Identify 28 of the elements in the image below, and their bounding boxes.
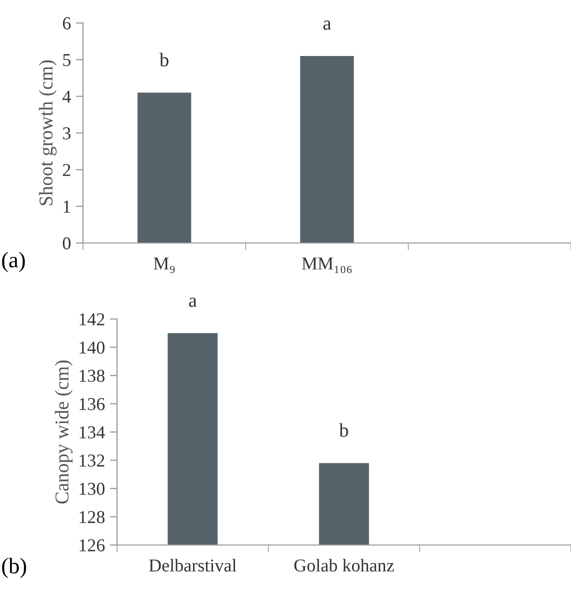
y-tick-label: 1 [64, 200, 70, 213]
y-tick-label: 4 [62, 90, 71, 103]
y-tick-label: 132 [80, 454, 104, 467]
y-tick-label: 136 [80, 398, 105, 410]
text: (b) [2, 558, 26, 578]
y-tick-label: 142 [80, 313, 104, 326]
x-tick-label: M₉ [154, 258, 175, 274]
y-tick-label: 5 [63, 54, 70, 66]
y-axis-title: Canopy wide (cm) [54, 360, 73, 504]
x-tick-label: Delbarstival [149, 558, 236, 572]
y-tick-label: 6 [62, 17, 71, 30]
y-tick-label: 2 [62, 164, 70, 176]
x-tick-label: MM₁₀₆ [302, 258, 352, 274]
y-tick-label: 138 [80, 370, 105, 382]
y-tick-label: 140 [80, 342, 105, 354]
y-tick-label: 128 [80, 511, 105, 524]
y-tick-label: 0 [62, 237, 71, 250]
y-tick-label: 134 [80, 426, 105, 438]
annotation: a [323, 20, 332, 30]
annotation: b [339, 423, 348, 437]
y-axis-title: Shoot growth (cm) [38, 60, 57, 206]
x-tick-label: Golab kohanz [294, 558, 394, 572]
y-tick-label: 126 [80, 539, 105, 552]
y-tick-label: 3 [63, 127, 70, 140]
y-tick-label: 130 [80, 482, 105, 495]
text: (a) [2, 252, 25, 272]
annotation: a [189, 298, 197, 307]
annotation: b [159, 52, 168, 66]
